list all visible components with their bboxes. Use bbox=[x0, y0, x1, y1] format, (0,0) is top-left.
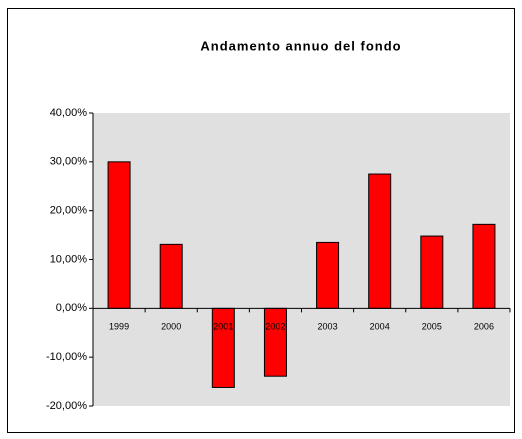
plot-area bbox=[93, 113, 510, 406]
x-tick-label: 2006 bbox=[474, 322, 494, 332]
y-tick-label: -20,00% bbox=[46, 400, 87, 412]
x-tick-label: 2000 bbox=[161, 322, 181, 332]
bar bbox=[316, 241, 340, 309]
bar bbox=[159, 243, 183, 309]
bar bbox=[107, 161, 131, 309]
x-tick-label: 2001 bbox=[213, 322, 233, 332]
x-tick-label: 2005 bbox=[422, 322, 442, 332]
x-tick-label: 2002 bbox=[265, 322, 285, 332]
y-tick-label: 30,00% bbox=[50, 156, 88, 168]
y-tick-label: 10,00% bbox=[50, 253, 88, 265]
y-tick-label: 40,00% bbox=[50, 107, 88, 119]
x-tick-label: 1999 bbox=[109, 322, 129, 332]
bar bbox=[420, 235, 444, 309]
bar bbox=[368, 173, 392, 309]
bar bbox=[211, 307, 235, 388]
chart-title: Andamento annuo del fondo bbox=[200, 38, 401, 53]
x-tick-label: 2004 bbox=[370, 322, 390, 332]
y-tick-label: 20,00% bbox=[50, 205, 88, 217]
x-tick-label: 2003 bbox=[318, 322, 338, 332]
bar bbox=[472, 223, 496, 309]
y-tick-label: 0,00% bbox=[56, 302, 87, 314]
bar bbox=[263, 307, 287, 377]
y-tick-label: -10,00% bbox=[46, 351, 87, 363]
